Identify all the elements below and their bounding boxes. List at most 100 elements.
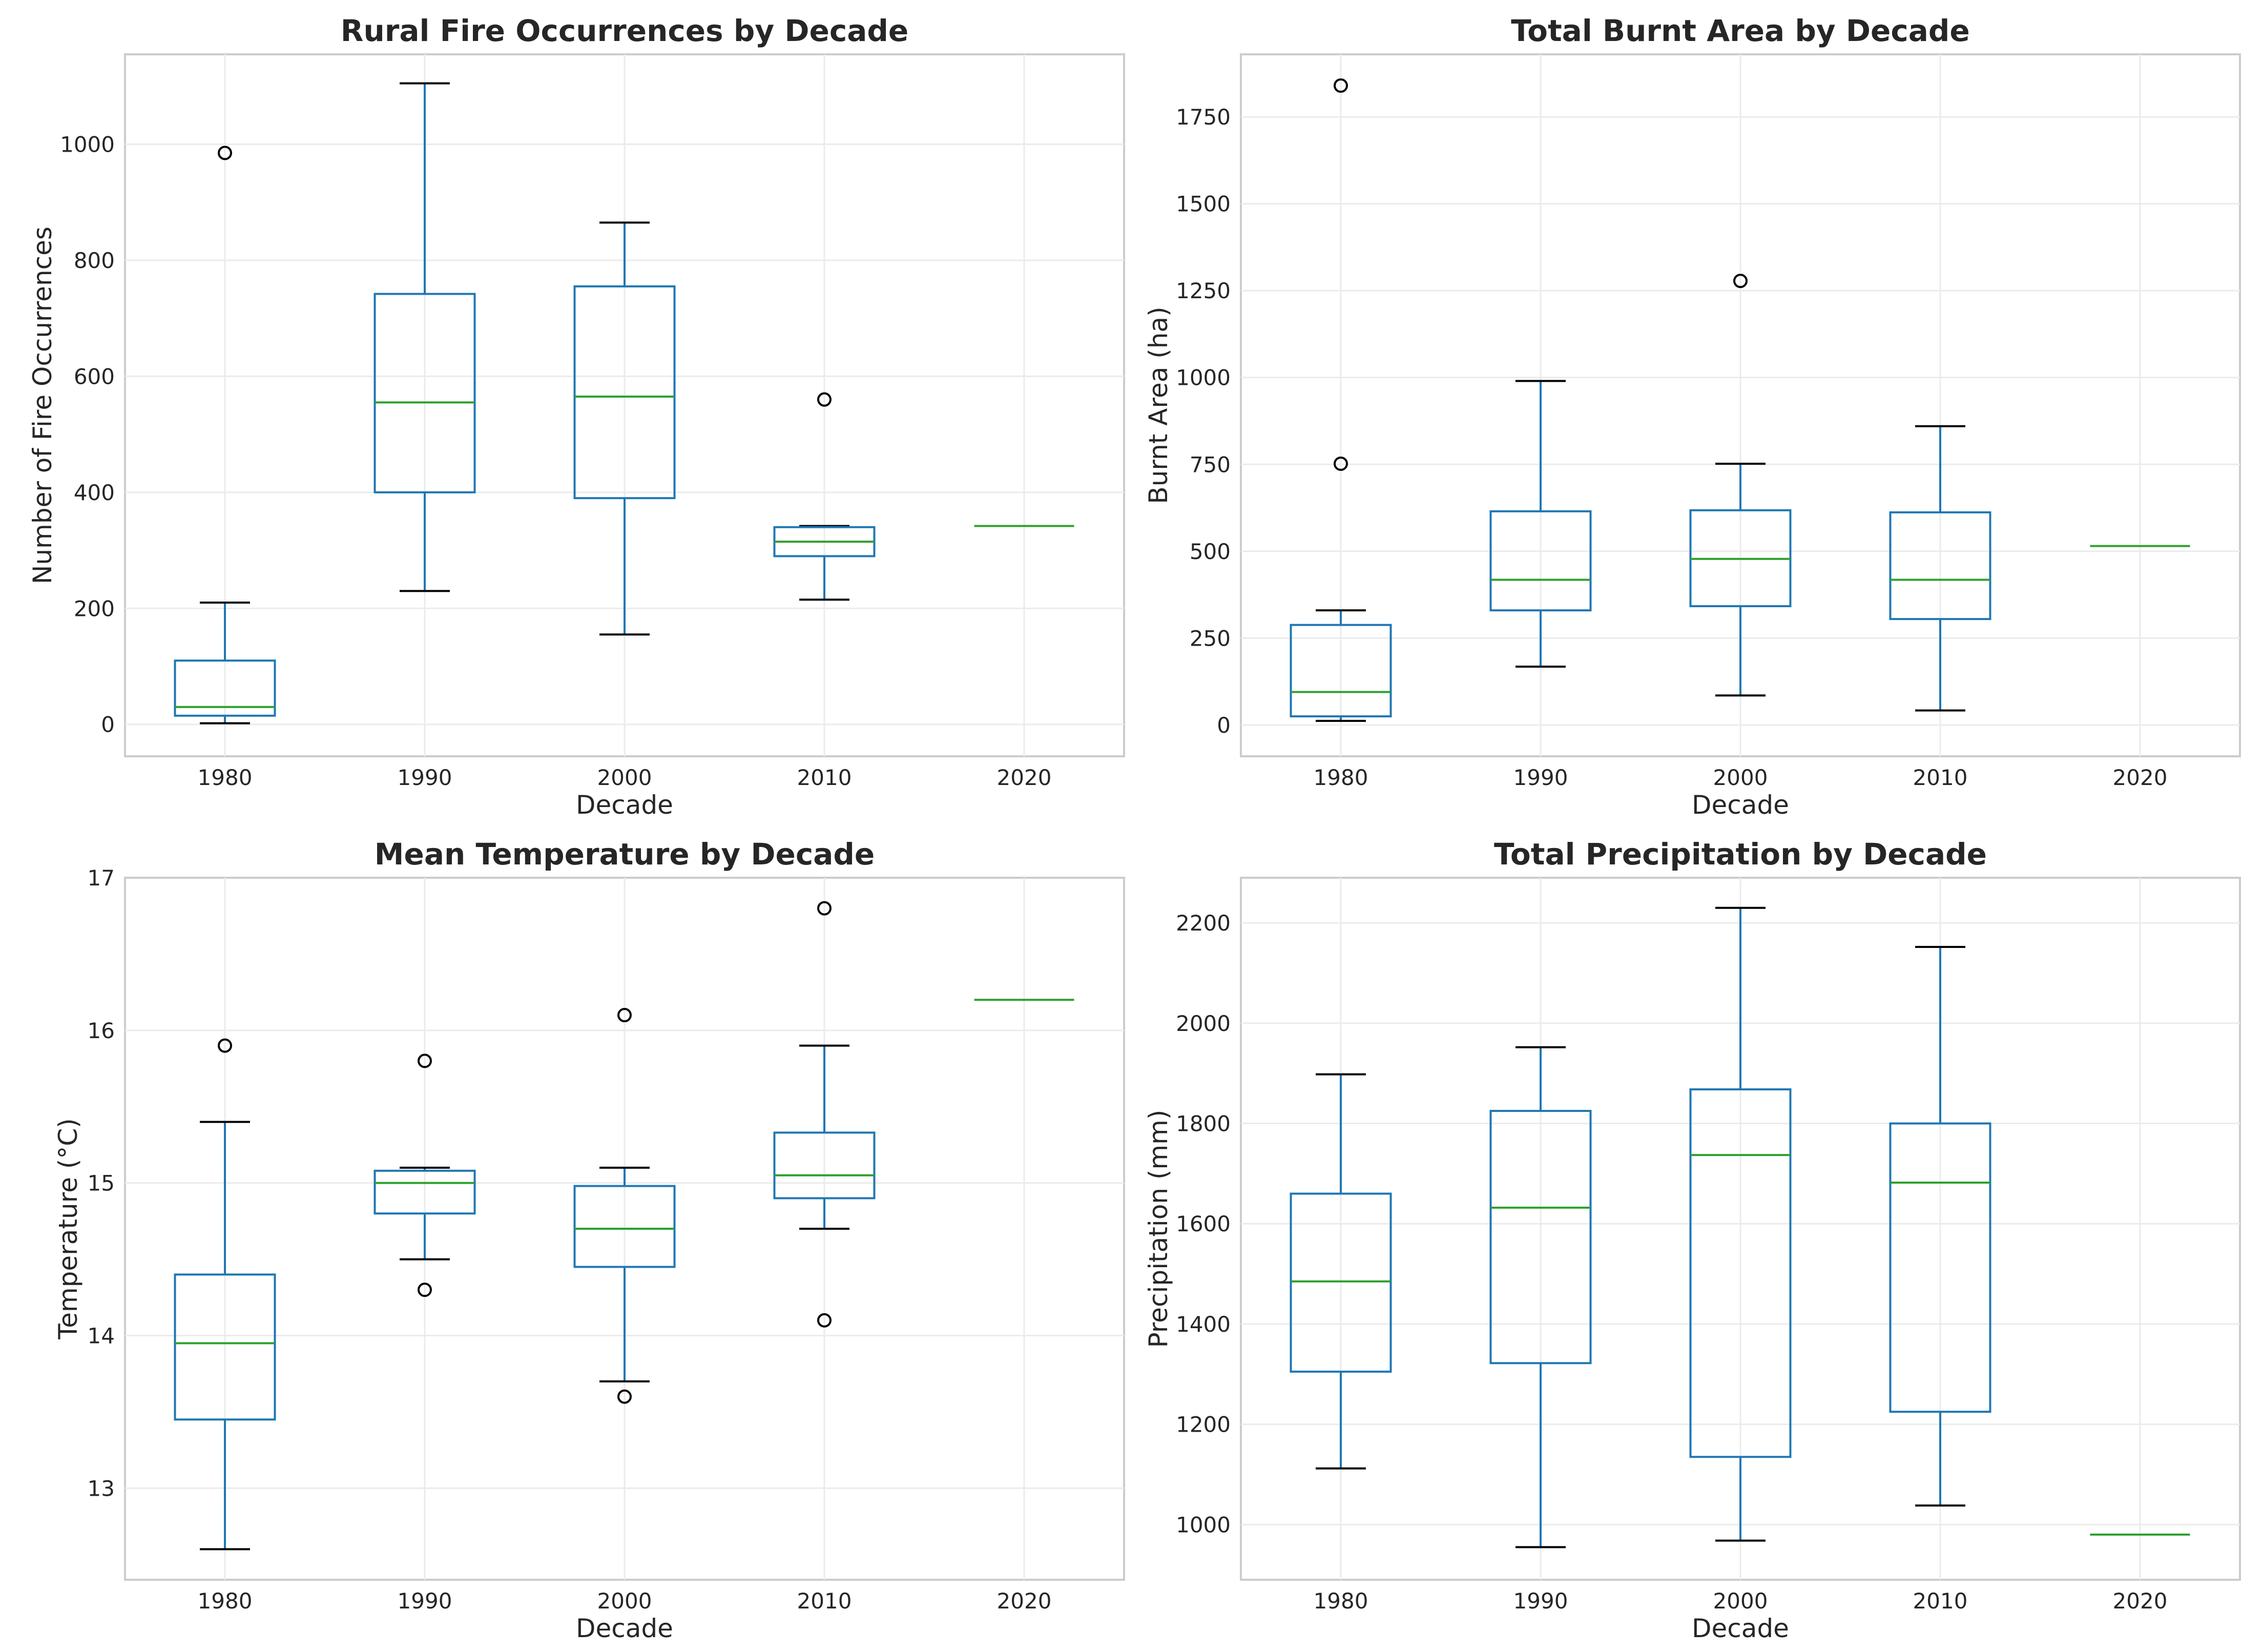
panel-title: Total Burnt Area by Decade (1511, 13, 1970, 48)
y-tick-label: 250 (1190, 626, 1231, 651)
x-tick-label: 2000 (597, 765, 652, 790)
iqr-box (1489, 510, 1592, 612)
outlier-point (418, 1283, 432, 1297)
iqr-box (174, 659, 276, 717)
y-axis-label: Number of Fire Occurrences (28, 226, 57, 584)
x-axis-label: Decade (1692, 790, 1789, 820)
x-axis-label: Decade (576, 790, 673, 820)
x-tick-label: 1990 (1513, 765, 1568, 790)
panel-fire-occurrences: 1980 1990 2000 2010 2020 0 200 400 600 800 1000 Ru… (28, 13, 1125, 820)
box-1990 (373, 82, 476, 592)
box-2010 (1889, 946, 1991, 1507)
x-tick-label: 2020 (2113, 765, 2168, 790)
x-tick-label: 2000 (1713, 1588, 1768, 1614)
iqr-box (1290, 624, 1392, 718)
y-tick-label: 1600 (1176, 1211, 1231, 1236)
x-tick-label: 1990 (398, 1588, 452, 1614)
x-tick-label: 1980 (198, 1588, 253, 1614)
y-tick-label: 17 (88, 865, 115, 891)
box-2000 (1689, 274, 1792, 697)
box-2000 (573, 221, 676, 636)
box-2000 (1689, 906, 1792, 1542)
box-1990 (1489, 1046, 1592, 1548)
outlier-point (1733, 274, 1748, 288)
y-tick-label: 14 (88, 1323, 115, 1348)
iqr-box (373, 1169, 476, 1215)
x-tick-label: 1990 (398, 765, 452, 790)
iqr-box (1889, 511, 1991, 621)
x-tick-label: 2010 (1913, 765, 1968, 790)
y-tick-label: 600 (74, 364, 115, 389)
iqr-box (1689, 1088, 1792, 1458)
y-tick-label: 1200 (1176, 1412, 1231, 1437)
outlier-point (218, 1038, 232, 1053)
panel-mean-temperature: 1980 1990 2000 2010 2020 13 14 15 16 17 Mean Temp… (53, 837, 1125, 1643)
iqr-box (573, 285, 676, 500)
y-tick-label: 750 (1190, 452, 1231, 477)
y-tick-label: 1500 (1176, 192, 1231, 217)
panel-title: Mean Temperature by Decade (375, 837, 875, 872)
y-tick-label: 0 (101, 712, 115, 737)
x-tick-label: 1980 (1314, 765, 1368, 790)
x-tick-label: 2020 (997, 765, 1052, 790)
iqr-box (1489, 1110, 1592, 1365)
y-tick-label: 1000 (1176, 1512, 1231, 1537)
y-tick-label: 1000 (60, 132, 115, 157)
box-1980 (174, 146, 276, 725)
x-axis-label: Decade (576, 1614, 673, 1643)
iqr-box (1889, 1122, 1991, 1413)
y-axis-label: Precipitation (mm) (1144, 1110, 1173, 1348)
outlier-point (617, 1008, 632, 1023)
y-tick-label: 500 (1190, 539, 1231, 564)
x-tick-label: 2000 (597, 1588, 652, 1614)
x-tick-label: 2010 (797, 765, 852, 790)
x-tick-label: 2020 (2113, 1588, 2168, 1614)
x-tick-label: 2010 (1913, 1588, 1968, 1614)
box-2000 (573, 1008, 676, 1404)
x-tick-label: 1990 (1513, 1588, 1568, 1614)
box-1980 (174, 1038, 276, 1551)
panel-burnt-area: 1980 1990 2000 2010 2020 0 250 500 750 1000 1250 15… (1144, 13, 2241, 820)
iqr-box (573, 1185, 676, 1268)
y-tick-label: 2200 (1176, 911, 1231, 936)
outlier-point (218, 146, 232, 160)
x-tick-label: 1980 (1314, 1588, 1368, 1614)
outlier-point (817, 901, 832, 916)
outlier-point (617, 1389, 632, 1404)
box-1980 (1290, 1073, 1392, 1470)
y-tick-label: 13 (88, 1476, 115, 1501)
outlier-point (817, 1313, 832, 1328)
panel-title: Rural Fire Occurrences by Decade (341, 13, 908, 48)
y-tick-label: 1250 (1176, 278, 1231, 303)
iqr-box (773, 1131, 876, 1200)
y-tick-label: 2000 (1176, 1011, 1231, 1036)
y-tick-label: 1400 (1176, 1312, 1231, 1337)
box-2010 (773, 392, 876, 601)
iqr-box (373, 293, 476, 493)
box-1980 (1290, 78, 1392, 722)
y-tick-label: 15 (88, 1171, 115, 1196)
box-2010 (773, 901, 876, 1328)
box-1990 (1489, 380, 1592, 668)
y-axis-label: Temperature (°C) (53, 1118, 83, 1340)
y-tick-label: 1800 (1176, 1111, 1231, 1137)
y-tick-label: 16 (88, 1018, 115, 1043)
x-tick-label: 1980 (198, 765, 253, 790)
y-tick-label: 1000 (1176, 365, 1231, 390)
iqr-box (174, 1273, 276, 1421)
outlier-point (1334, 456, 1348, 471)
y-tick-label: 800 (74, 248, 115, 273)
x-tick-label: 2020 (997, 1588, 1052, 1614)
outlier-point (418, 1054, 432, 1068)
x-axis-label: Decade (1692, 1614, 1789, 1643)
y-tick-label: 200 (74, 596, 115, 621)
y-tick-label: 1750 (1176, 105, 1231, 130)
y-tick-label: 400 (74, 480, 115, 505)
x-tick-label: 2000 (1713, 765, 1768, 790)
iqr-box (1290, 1192, 1392, 1373)
x-tick-label: 2010 (797, 1588, 852, 1614)
box-2010 (1889, 425, 1991, 712)
outlier-point (1334, 78, 1348, 93)
panel-total-precipitation: 1980 1990 2000 2010 2020 1000 1200 1400 1600 1800… (1144, 837, 2241, 1643)
